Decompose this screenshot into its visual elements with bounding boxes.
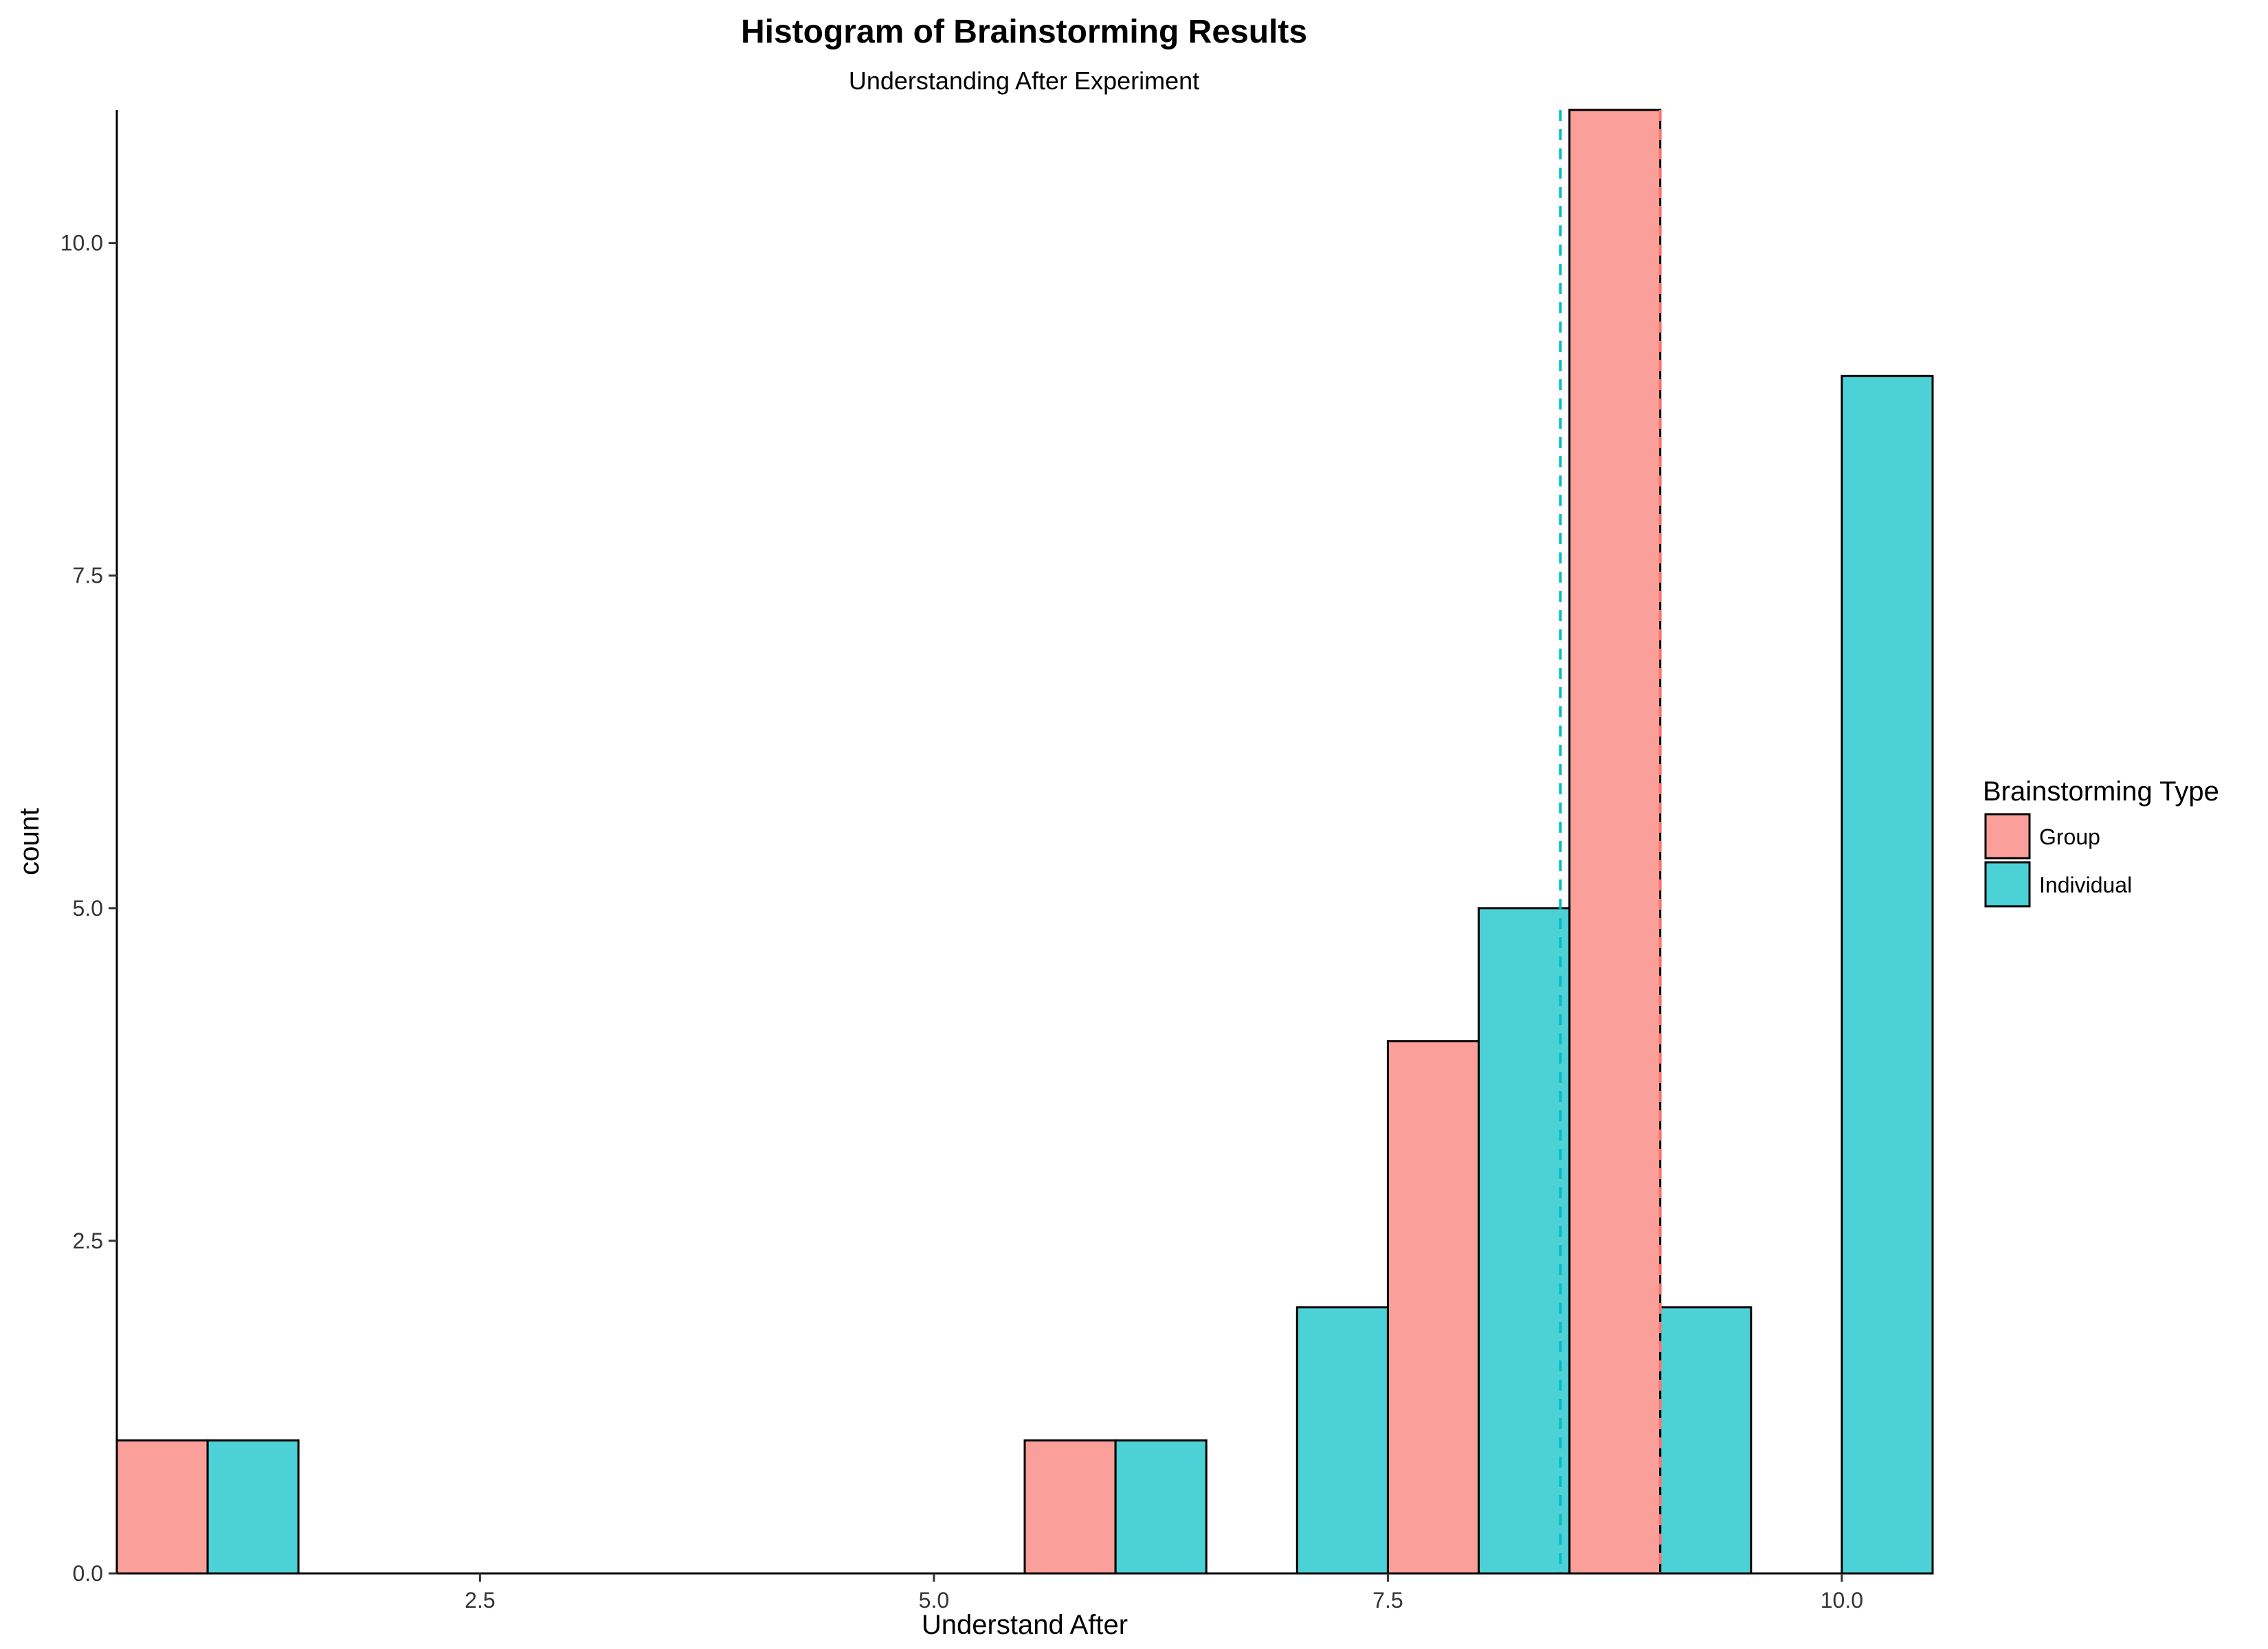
x-axis-title: Understand After [922, 1610, 1128, 1640]
x-tick-label: 5.0 [919, 1588, 949, 1613]
bar-group-bin-6 [1023, 1439, 1117, 1575]
legend-title: Brainstorming Type [1983, 776, 2219, 807]
bars-layer [115, 109, 1934, 1575]
y-axis-ticks: 0.0 2.5 5.0 7.5 10.0 [60, 231, 117, 1586]
bar-individual-bin-6 [1114, 1439, 1208, 1575]
x-tick-label: 2.5 [465, 1588, 495, 1613]
y-tick-label: 5.0 [73, 896, 103, 921]
bar-individual-bin-1 [206, 1439, 300, 1575]
legend: Brainstorming Type Group Individual [1983, 776, 2219, 908]
legend-swatch-group [1984, 813, 2031, 860]
y-tick-label: 7.5 [73, 563, 103, 588]
bar-group-bin-1 [115, 1439, 209, 1575]
legend-label-individual: Individual [2039, 873, 2132, 897]
x-axis-ticks: 2.5 5.0 7.5 10.0 [465, 1573, 1863, 1613]
y-tick-label: 0.0 [73, 1561, 103, 1586]
chart-subtitle: Understanding After Experiment [849, 67, 1199, 95]
legend-items: Group Individual [1984, 813, 2132, 908]
bar-individual-bin-8 [1478, 907, 1571, 1575]
bar-group-bin-9 [1568, 109, 1662, 1575]
x-tick-label: 10.0 [1821, 1588, 1863, 1613]
legend-swatch-individual [1984, 861, 2031, 908]
legend-label-group: Group [2039, 824, 2100, 849]
bar-individual-bin-9 [1659, 1306, 1753, 1575]
y-tick-label: 2.5 [73, 1229, 103, 1253]
chart-title: Histogram of Brainstorming Results [741, 14, 1307, 50]
bar-individual-bin-7 [1296, 1306, 1389, 1575]
y-tick-label: 10.0 [60, 231, 103, 256]
bar-group-bin-8 [1386, 1040, 1480, 1575]
bar-individual-bin-10 [1841, 374, 1934, 1575]
mean-lines-layer [1559, 110, 1662, 1573]
y-axis-title: count [14, 808, 45, 875]
x-tick-label: 7.5 [1372, 1588, 1403, 1613]
